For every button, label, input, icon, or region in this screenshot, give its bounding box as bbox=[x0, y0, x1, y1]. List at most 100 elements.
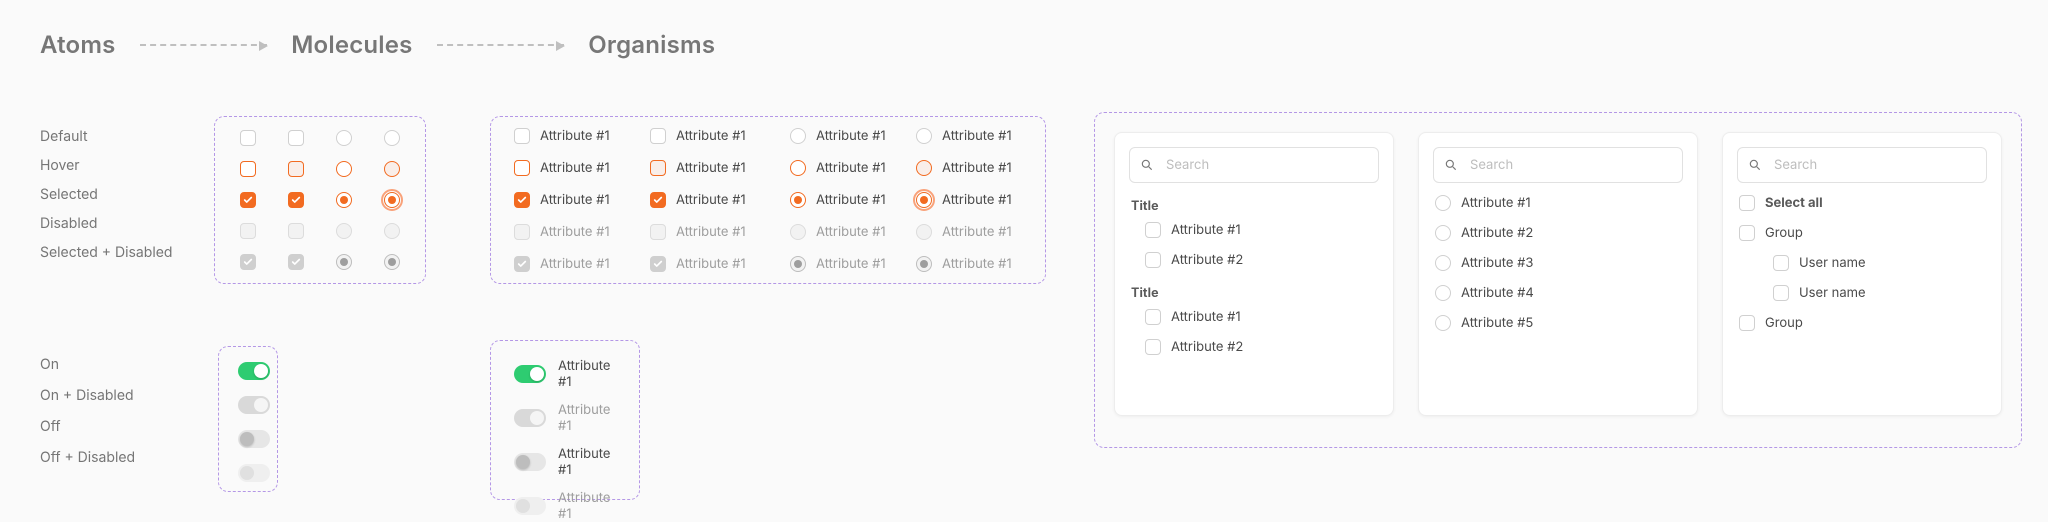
molecule-item[interactable]: Attribute #1 bbox=[916, 128, 1034, 144]
option-row[interactable]: Attribute #1 bbox=[1145, 309, 1379, 325]
option-row[interactable]: Attribute #3 bbox=[1435, 255, 1683, 271]
molecule-item: Attribute #1 bbox=[916, 224, 1034, 240]
molecule-label: Attribute #1 bbox=[540, 128, 610, 144]
checkbox-hover-filled[interactable] bbox=[288, 161, 304, 177]
molecule-item[interactable]: Attribute #1 bbox=[790, 128, 908, 144]
arrow-molecules-to-organisms bbox=[437, 44, 565, 46]
atom-state-labels: Default Hover Selected Disabled Selected… bbox=[40, 128, 172, 261]
radio-disabled bbox=[336, 223, 352, 239]
option-row[interactable]: Attribute #2 bbox=[1145, 339, 1379, 355]
search-field[interactable] bbox=[1433, 147, 1683, 183]
state-label: On + Disabled bbox=[40, 387, 135, 404]
molecule-item[interactable]: Attribute #1 bbox=[790, 160, 908, 176]
radio-icon bbox=[1435, 285, 1451, 301]
radio-hover-ring[interactable] bbox=[384, 161, 400, 177]
option-row[interactable]: User name bbox=[1773, 285, 1987, 301]
checkbox-disabled-filled bbox=[288, 223, 304, 239]
atoms-grid bbox=[224, 122, 416, 278]
option-label: Attribute #5 bbox=[1461, 315, 1533, 331]
search-field[interactable] bbox=[1737, 147, 1987, 183]
toggle-on-disabled bbox=[238, 396, 270, 414]
molecule-toggle-item[interactable]: Attribute #1 bbox=[514, 446, 616, 478]
checkbox-icon bbox=[1773, 285, 1789, 301]
molecule-toggle-item: Attribute #1 bbox=[514, 490, 616, 522]
checkbox-icon bbox=[1773, 255, 1789, 271]
option-row[interactable]: Attribute #2 bbox=[1145, 252, 1379, 268]
state-label: Selected bbox=[40, 186, 172, 203]
molecule-item[interactable]: Attribute #1 bbox=[916, 160, 1034, 176]
search-input[interactable] bbox=[1164, 156, 1370, 174]
molecules-grid: Attribute #1 Attribute #1 Attribute #1 A… bbox=[500, 122, 1036, 278]
radio-selected[interactable] bbox=[336, 192, 352, 208]
atoms-heading: Atoms bbox=[40, 30, 116, 59]
molecule-item: Attribute #1 bbox=[514, 224, 632, 240]
checkbox-default[interactable] bbox=[240, 130, 256, 146]
atom-toggle-state-labels: On On + Disabled Off Off + Disabled bbox=[40, 356, 135, 466]
molecule-item[interactable]: Attribute #1 bbox=[916, 192, 1034, 208]
option-row[interactable]: Attribute #4 bbox=[1435, 285, 1683, 301]
search-icon bbox=[1444, 158, 1458, 172]
option-label: Attribute #2 bbox=[1461, 225, 1533, 241]
molecule-label: Attribute #1 bbox=[540, 192, 610, 208]
checkbox-selected[interactable] bbox=[240, 192, 256, 208]
option-row[interactable]: Attribute #1 bbox=[1145, 222, 1379, 238]
state-label: Hover bbox=[40, 157, 172, 174]
checkbox-hover[interactable] bbox=[240, 161, 256, 177]
radio-default[interactable] bbox=[336, 130, 352, 146]
select-all-row[interactable]: Select all bbox=[1739, 195, 1987, 211]
arrow-atoms-to-molecules bbox=[140, 44, 268, 46]
checkbox-default-filled[interactable] bbox=[288, 130, 304, 146]
molecule-item: Attribute #1 bbox=[650, 256, 768, 272]
molecule-label: Attribute #1 bbox=[942, 192, 1012, 208]
molecules-toggle-list: Attribute #1 Attribute #1 Attribute #1 A… bbox=[500, 346, 630, 496]
group-title: Title bbox=[1131, 286, 1379, 301]
search-field[interactable] bbox=[1129, 147, 1379, 183]
molecule-label: Attribute #1 bbox=[942, 160, 1012, 176]
radio-icon bbox=[1435, 255, 1451, 271]
search-input[interactable] bbox=[1772, 156, 1978, 174]
checkbox-icon bbox=[1739, 195, 1755, 211]
molecule-item[interactable]: Attribute #1 bbox=[514, 192, 632, 208]
search-input[interactable] bbox=[1468, 156, 1674, 174]
molecule-item[interactable]: Attribute #1 bbox=[650, 160, 768, 176]
checkbox-icon bbox=[1145, 222, 1161, 238]
molecule-col-checkbox: Attribute #1 Attribute #1 Attribute #1 A… bbox=[514, 122, 632, 278]
search-icon bbox=[1748, 158, 1762, 172]
molecule-item[interactable]: Attribute #1 bbox=[514, 160, 632, 176]
molecule-label: Attribute #1 bbox=[540, 224, 610, 240]
checkbox-icon bbox=[1145, 339, 1161, 355]
molecule-item[interactable]: Attribute #1 bbox=[650, 128, 768, 144]
toggle-on[interactable] bbox=[238, 362, 270, 380]
radio-icon bbox=[1435, 225, 1451, 241]
molecule-label: Attribute #1 bbox=[942, 256, 1012, 272]
option-row[interactable]: User name bbox=[1773, 255, 1987, 271]
option-row[interactable]: Attribute #2 bbox=[1435, 225, 1683, 241]
option-row[interactable]: Attribute #5 bbox=[1435, 315, 1683, 331]
radio-selected-ring[interactable] bbox=[384, 192, 400, 208]
molecule-label: Attribute #1 bbox=[816, 128, 886, 144]
molecule-toggle-item[interactable]: Attribute #1 bbox=[514, 358, 616, 390]
molecule-label: Attribute #1 bbox=[676, 224, 746, 240]
molecule-item[interactable]: Attribute #1 bbox=[650, 192, 768, 208]
option-label: Attribute #1 bbox=[1171, 222, 1241, 238]
molecule-item: Attribute #1 bbox=[650, 224, 768, 240]
state-label: On bbox=[40, 356, 135, 373]
radio-hover[interactable] bbox=[336, 161, 352, 177]
molecule-label: Attribute #1 bbox=[816, 224, 886, 240]
molecule-item[interactable]: Attribute #1 bbox=[514, 128, 632, 144]
group-row[interactable]: Group bbox=[1739, 225, 1987, 241]
option-label: User name bbox=[1799, 285, 1866, 301]
molecule-item[interactable]: Attribute #1 bbox=[790, 192, 908, 208]
filter-card-radio-list: Attribute #1 Attribute #2 Attribute #3 A… bbox=[1418, 132, 1698, 416]
option-label: Attribute #2 bbox=[1171, 252, 1243, 268]
option-label: Attribute #1 bbox=[1171, 309, 1241, 325]
radio-default-ring[interactable] bbox=[384, 130, 400, 146]
option-row[interactable]: Attribute #1 bbox=[1435, 195, 1683, 211]
group-title: Title bbox=[1131, 199, 1379, 214]
toggle-off[interactable] bbox=[238, 430, 270, 448]
molecule-label: Attribute #1 bbox=[816, 160, 886, 176]
radio-selected-disabled bbox=[336, 254, 352, 270]
checkbox-selected-disabled bbox=[240, 254, 256, 270]
group-row[interactable]: Group bbox=[1739, 315, 1987, 331]
checkbox-selected-filled[interactable] bbox=[288, 192, 304, 208]
